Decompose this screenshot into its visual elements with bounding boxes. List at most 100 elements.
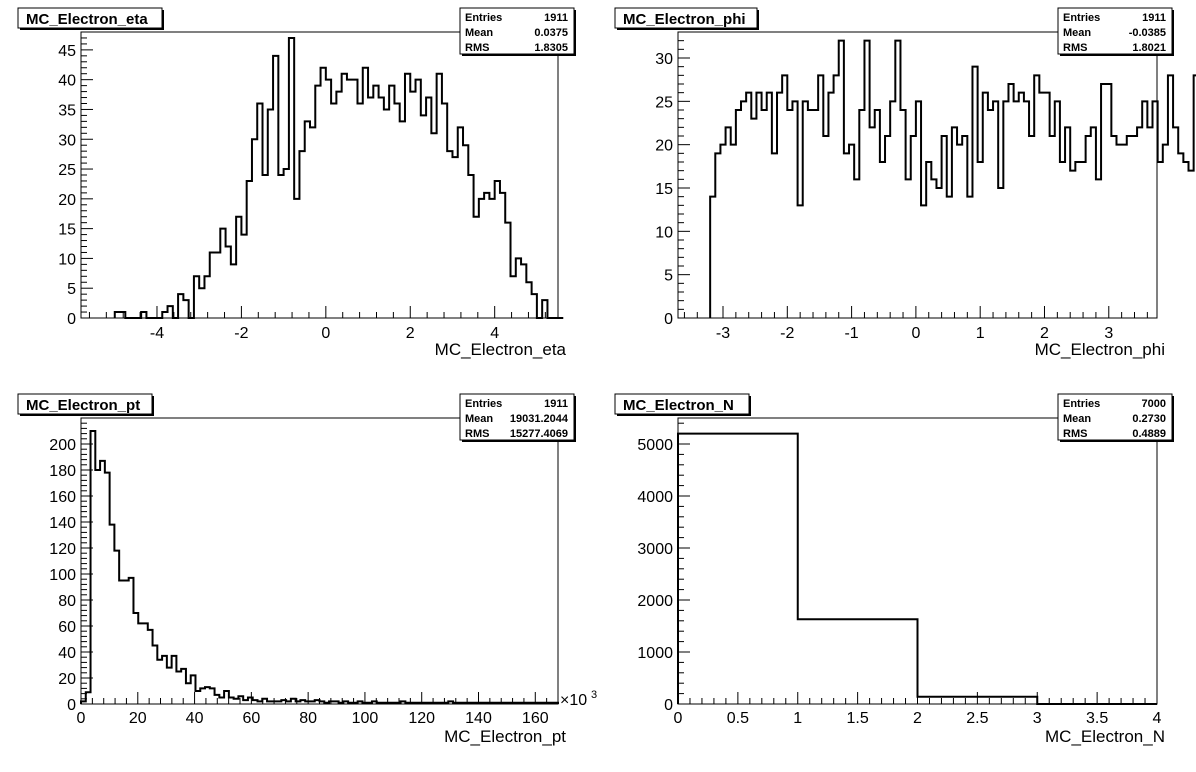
- histogram-bin: [377, 703, 382, 704]
- x-tick-label: -4: [150, 325, 164, 342]
- histogram-bin: [870, 127, 875, 318]
- x-tick-label: 140: [465, 710, 492, 727]
- histogram-bin: [405, 74, 410, 318]
- histogram-bin: [947, 197, 952, 318]
- histogram-bin: [320, 701, 325, 704]
- x-axis-label: MC_Electron_eta: [435, 340, 567, 359]
- x-tick-label: 40: [186, 710, 204, 727]
- histogram-bin: [1147, 127, 1152, 318]
- histogram-bin: [1044, 93, 1049, 318]
- histogram-bin: [746, 93, 751, 318]
- y-tick-label: 180: [49, 463, 76, 480]
- histogram-bin: [1096, 179, 1101, 318]
- y-tick-label: 120: [49, 541, 76, 558]
- x-tick-label: 2: [913, 710, 922, 727]
- histogram-bin: [931, 179, 936, 318]
- histogram-bin: [767, 93, 772, 318]
- x-tick-label: 2: [406, 325, 415, 342]
- y-tick-label: 5: [664, 268, 673, 285]
- histogram-bin: [200, 688, 205, 704]
- y-tick-label: 20: [655, 138, 673, 155]
- histogram-bin: [452, 157, 457, 318]
- histogram-bin: [348, 703, 353, 704]
- histogram-bin: [162, 312, 167, 318]
- histogram-bin: [321, 68, 326, 318]
- x-tick-label: 0: [321, 325, 330, 342]
- histogram-bin: [1075, 162, 1080, 318]
- histogram-bin: [741, 101, 746, 318]
- histogram-bin: [875, 110, 880, 318]
- x-tick-label: 160: [522, 710, 549, 727]
- histogram-bin: [253, 700, 258, 704]
- histogram-bin: [1029, 136, 1034, 318]
- histogram-bin: [926, 162, 931, 318]
- histogram-bin: [442, 104, 447, 319]
- histogram-bin: [1142, 101, 1147, 318]
- histogram-bin: [993, 101, 998, 318]
- histogram-bin: [1003, 101, 1008, 318]
- histogram-bin: [424, 703, 429, 704]
- histogram-bin: [329, 701, 334, 704]
- histogram-bin: [195, 691, 200, 704]
- histogram-bin: [885, 136, 890, 318]
- histogram-bin: [1189, 171, 1194, 318]
- histogram-bin: [803, 101, 808, 318]
- histogram-bin: [447, 151, 452, 318]
- histogram-bin: [95, 470, 100, 704]
- histogram-bin: [1050, 136, 1055, 318]
- stats-label: Mean: [465, 27, 493, 39]
- histogram-bin: [484, 193, 489, 318]
- histogram-bin: [257, 701, 262, 704]
- histogram-bin: [521, 264, 526, 318]
- histogram-bin: [243, 700, 248, 704]
- histogram-bin: [439, 703, 444, 704]
- histogram-bin: [495, 181, 500, 318]
- histogram-bin: [828, 93, 833, 318]
- histogram-bin: [186, 683, 191, 704]
- x-tick-label: 1: [793, 710, 802, 727]
- stats-value: 0.4889: [1132, 428, 1166, 440]
- histogram-bin: [1101, 84, 1106, 318]
- histogram-bin: [357, 104, 362, 319]
- histogram-bin: [391, 703, 396, 704]
- histogram-bin: [162, 656, 167, 704]
- histogram-bin: [1127, 136, 1132, 318]
- histogram-bin: [756, 93, 761, 318]
- histogram-bin: [252, 139, 257, 318]
- histogram-bin: [342, 74, 347, 318]
- histogram-bin: [489, 199, 494, 318]
- y-tick-label: 2000: [637, 593, 673, 610]
- y-tick-label: 160: [49, 489, 76, 506]
- histogram-bin: [305, 701, 310, 704]
- histogram-bin: [172, 656, 177, 704]
- stats-value: 7000: [1142, 398, 1166, 410]
- histogram-bin: [762, 110, 767, 318]
- histogram-bin: [148, 630, 153, 704]
- histogram-bin: [334, 701, 339, 704]
- histogram-bin: [1086, 136, 1091, 318]
- stats-value: 0.2730: [1132, 413, 1166, 425]
- histogram-bin: [176, 672, 181, 705]
- y-tick-label: 20: [58, 671, 76, 688]
- y-tick-label: 4000: [637, 489, 673, 506]
- histogram-bin: [539, 703, 544, 704]
- stats-value: 1.8021: [1132, 42, 1166, 54]
- histogram-bin: [229, 698, 234, 705]
- histogram-bin: [477, 703, 482, 704]
- histogram-bin: [373, 86, 378, 318]
- histogram-bin: [472, 703, 477, 704]
- chart-title: MC_Electron_eta: [26, 11, 148, 28]
- x-tick-label: 3: [1104, 325, 1113, 342]
- y-tick-label: 0: [67, 311, 76, 328]
- histogram-bin: [263, 175, 268, 318]
- y-tick-label: 25: [58, 162, 76, 179]
- histogram-bin: [286, 701, 291, 704]
- histogram-bin: [808, 110, 813, 318]
- y-tick-label: 0: [664, 311, 673, 328]
- x-tick-label: -2: [234, 325, 248, 342]
- histogram-bin: [129, 578, 134, 704]
- histogram-bin: [772, 153, 777, 318]
- histogram-bin: [1106, 84, 1111, 318]
